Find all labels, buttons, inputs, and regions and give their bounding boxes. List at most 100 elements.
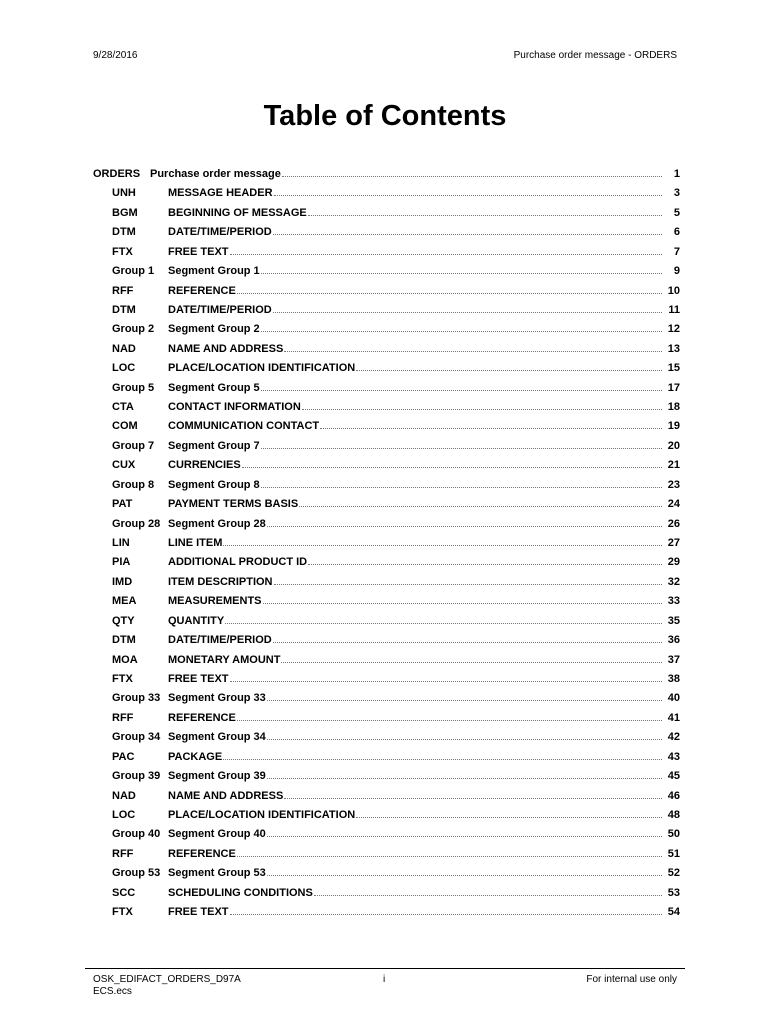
toc-entry[interactable]: NAD NAME AND ADDRESS 46 — [93, 790, 680, 809]
toc-entry[interactable]: RFF REFERENCE 41 — [93, 712, 680, 731]
toc-name: MONETARY AMOUNT — [168, 653, 281, 666]
toc-entry[interactable]: Group 40 Segment Group 40 50 — [93, 828, 680, 847]
toc-code: MOA — [112, 653, 138, 666]
toc-entry[interactable]: Group 8 Segment Group 8 23 — [93, 479, 680, 498]
toc-entry[interactable]: Group 28 Segment Group 28 26 — [93, 518, 680, 537]
toc-page: 18 — [667, 401, 680, 414]
toc-entry[interactable]: MOA MONETARY AMOUNT 37 — [93, 654, 680, 673]
toc-entry[interactable]: BGM BEGINNING OF MESSAGE 5 — [93, 207, 680, 226]
toc-entry[interactable]: FTX FREE TEXT 38 — [93, 673, 680, 692]
toc-code: Group 34 — [112, 731, 161, 744]
toc-entry[interactable]: PAT PAYMENT TERMS BASIS 24 — [93, 498, 680, 517]
toc-leader-dots — [260, 447, 662, 449]
toc-code: Group 5 — [112, 381, 155, 394]
toc-entry[interactable]: Group 7 Segment Group 7 20 — [93, 440, 680, 459]
toc-page: 10 — [667, 284, 680, 297]
toc-entry[interactable]: COM COMMUNICATION CONTACT 19 — [93, 420, 680, 439]
toc-name: PLACE/LOCATION IDENTIFICATION — [168, 808, 356, 821]
toc-entry[interactable]: RFF REFERENCE 10 — [93, 285, 680, 304]
toc-code: RFF — [112, 847, 134, 860]
toc-leader-dots — [225, 622, 662, 624]
toc-name: DATE/TIME/PERIOD — [168, 634, 272, 647]
toc-entry[interactable]: SCC SCHEDULING CONDITIONS 53 — [93, 887, 680, 906]
toc-code: LOC — [112, 808, 136, 821]
toc-entry[interactable]: DTM DATE/TIME/PERIOD 6 — [93, 226, 680, 245]
toc-leader-dots — [307, 214, 662, 216]
toc-leader-dots — [260, 273, 662, 275]
toc-name: Purchase order message — [150, 168, 281, 180]
toc-code: DTM — [112, 634, 136, 647]
toc-entry[interactable]: QTY QUANTITY 35 — [93, 615, 680, 634]
toc-leader-dots — [236, 292, 662, 294]
toc-leader-dots — [356, 370, 662, 372]
toc-code: Group 33 — [112, 692, 161, 705]
toc-entry[interactable]: FTX FREE TEXT 7 — [93, 246, 680, 265]
toc-name: Segment Group 53 — [168, 867, 266, 880]
toc-code: Group 39 — [112, 770, 161, 783]
toc-name: Segment Group 7 — [168, 439, 260, 452]
toc-entry[interactable]: Group 5 Segment Group 5 17 — [93, 382, 680, 401]
toc-name: CURRENCIES — [168, 459, 241, 472]
toc-code: Group 53 — [112, 867, 161, 880]
toc-leader-dots — [273, 195, 662, 197]
toc-page: 13 — [667, 342, 680, 355]
toc-code: NAD — [112, 342, 136, 355]
toc-page: 46 — [667, 789, 680, 802]
toc-page: 15 — [667, 362, 680, 375]
header-doc-title: Purchase order message - ORDERS — [513, 50, 677, 61]
toc-code: PAC — [112, 750, 135, 763]
toc-leader-dots — [272, 234, 662, 236]
toc-entry[interactable]: NAD NAME AND ADDRESS 13 — [93, 343, 680, 362]
toc-page: 32 — [667, 575, 680, 588]
toc-code: PAT — [112, 498, 133, 511]
toc-leader-dots — [229, 680, 662, 682]
toc-entry[interactable]: ORDERS Purchase order message 1 — [93, 168, 680, 187]
toc-entry[interactable]: Group 33 Segment Group 33 40 — [93, 692, 680, 711]
toc-name: Segment Group 2 — [168, 323, 260, 336]
toc-name: Segment Group 8 — [168, 478, 260, 491]
toc-entry[interactable]: RFF REFERENCE 51 — [93, 848, 680, 867]
toc-leader-dots — [241, 467, 662, 469]
toc-entry[interactable]: Group 34 Segment Group 34 42 — [93, 731, 680, 750]
toc-entry[interactable]: Group 39 Segment Group 39 45 — [93, 770, 680, 789]
toc-name: Segment Group 40 — [168, 828, 266, 841]
toc-page: 7 — [673, 245, 680, 258]
toc-entry[interactable]: IMD ITEM DESCRIPTION 32 — [93, 576, 680, 595]
toc-entry[interactable]: PAC PACKAGE 43 — [93, 751, 680, 770]
toc-entry[interactable]: DTM DATE/TIME/PERIOD 11 — [93, 304, 680, 323]
toc-page: 9 — [673, 265, 680, 278]
toc-entry[interactable]: DTM DATE/TIME/PERIOD 36 — [93, 634, 680, 653]
table-of-contents: ORDERS Purchase order message 1 UNH MESSA… — [93, 168, 680, 925]
toc-name: SCHEDULING CONDITIONS — [168, 886, 313, 899]
toc-entry[interactable]: MEA MEASUREMENTS 33 — [93, 595, 680, 614]
footer-note: For internal use only — [586, 974, 677, 985]
toc-name: NAME AND ADDRESS — [168, 342, 284, 355]
toc-entry[interactable]: FTX FREE TEXT 54 — [93, 906, 680, 925]
toc-page: 11 — [668, 303, 680, 316]
toc-page: 23 — [667, 478, 680, 491]
toc-entry[interactable]: LOC PLACE/LOCATION IDENTIFICATION 15 — [93, 362, 680, 381]
toc-code: LOC — [112, 362, 136, 375]
toc-code: FTX — [112, 245, 133, 258]
toc-entry[interactable]: Group 53 Segment Group 53 52 — [93, 867, 680, 886]
toc-leader-dots — [223, 545, 662, 547]
toc-entry[interactable]: CTA CONTACT INFORMATION 18 — [93, 401, 680, 420]
toc-entry[interactable]: CUX CURRENCIES 21 — [93, 459, 680, 478]
toc-leader-dots — [262, 603, 662, 605]
toc-name: BEGINNING OF MESSAGE — [168, 206, 307, 219]
toc-page: 54 — [667, 906, 680, 919]
toc-page: 37 — [667, 653, 680, 666]
toc-name: MEASUREMENTS — [168, 595, 262, 608]
toc-leader-dots — [273, 583, 662, 585]
toc-name: COMMUNICATION CONTACT — [168, 420, 320, 433]
toc-page: 19 — [667, 420, 680, 433]
toc-name: MESSAGE HEADER — [168, 187, 273, 200]
toc-entry[interactable]: Group 2 Segment Group 2 12 — [93, 323, 680, 342]
toc-leader-dots — [236, 855, 662, 857]
toc-entry[interactable]: LOC PLACE/LOCATION IDENTIFICATION 48 — [93, 809, 680, 828]
toc-entry[interactable]: LIN LINE ITEM 27 — [93, 537, 680, 556]
toc-page: 20 — [667, 439, 680, 452]
toc-entry[interactable]: UNH MESSAGE HEADER 3 — [93, 187, 680, 206]
toc-entry[interactable]: PIA ADDITIONAL PRODUCT ID 29 — [93, 556, 680, 575]
toc-entry[interactable]: Group 1 Segment Group 1 9 — [93, 265, 680, 284]
